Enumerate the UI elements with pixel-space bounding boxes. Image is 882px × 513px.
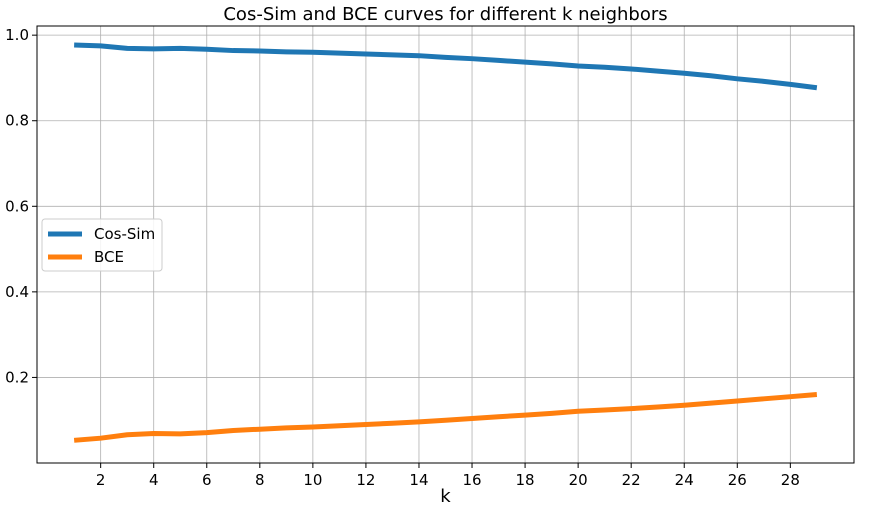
- chart-title: Cos-Sim and BCE curves for different k n…: [223, 4, 667, 25]
- x-tick-label: 8: [255, 471, 265, 489]
- y-tick-label: 0.8: [5, 112, 29, 130]
- x-tick-label: 6: [202, 471, 212, 489]
- series-line-bce: [73, 392, 818, 443]
- plot-frame: [36, 25, 855, 464]
- legend-label-cos-sim: Cos-Sim: [94, 225, 155, 243]
- grid-lines: [37, 26, 854, 463]
- x-axis-label: k: [440, 486, 451, 507]
- x-tick-label: 12: [356, 471, 375, 489]
- series-group: [73, 42, 818, 443]
- y-tick-label: 0.2: [5, 368, 29, 386]
- x-tick-label: 18: [516, 471, 535, 489]
- y-tick-label: 0.4: [5, 283, 29, 301]
- legend: Cos-Sim BCE: [41, 218, 163, 272]
- axis-ticks: 2 4 6 8 10 12 14 16 18 20 22 24 26 280.20.40.60.81.0: [5, 26, 800, 489]
- y-tick-label: 1.0: [5, 26, 29, 44]
- x-tick-label: 10: [303, 471, 322, 489]
- series-line-cos-sim: [74, 42, 818, 91]
- x-tick-label: 24: [675, 471, 694, 489]
- x-tick-label: 22: [622, 471, 641, 489]
- y-tick-label: 0.6: [5, 197, 29, 215]
- x-tick-label: 2: [96, 471, 106, 489]
- legend-label-bce: BCE: [94, 248, 124, 266]
- x-tick-label: 16: [462, 471, 481, 489]
- x-tick-label: 14: [409, 471, 428, 489]
- x-tick-label: 26: [728, 471, 747, 489]
- x-tick-label: 20: [569, 471, 588, 489]
- x-tick-label: 28: [781, 471, 800, 489]
- x-tick-label: 4: [149, 471, 159, 489]
